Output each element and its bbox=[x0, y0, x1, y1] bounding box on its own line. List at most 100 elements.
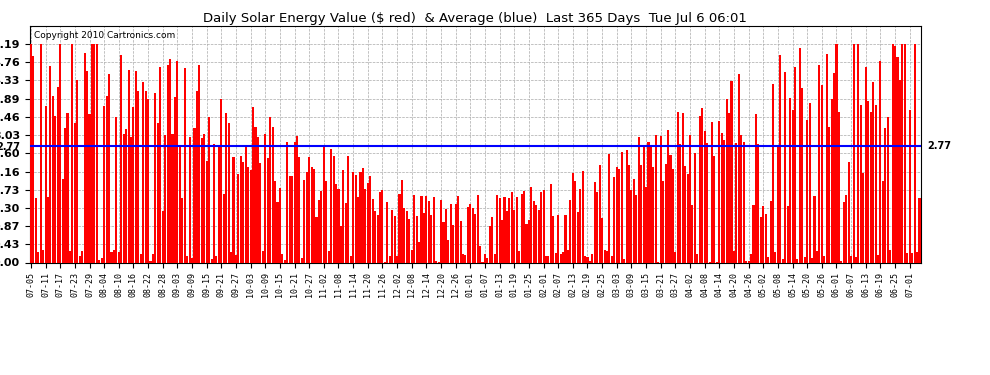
Bar bbox=[298, 157, 301, 262]
Bar bbox=[499, 198, 501, 262]
Bar bbox=[838, 112, 840, 262]
Bar bbox=[301, 258, 303, 262]
Bar bbox=[159, 67, 161, 262]
Bar bbox=[649, 147, 652, 262]
Bar bbox=[140, 254, 142, 262]
Bar bbox=[469, 204, 471, 262]
Bar bbox=[821, 86, 823, 262]
Bar bbox=[814, 196, 816, 262]
Bar bbox=[594, 182, 596, 262]
Bar bbox=[43, 250, 45, 262]
Bar bbox=[335, 184, 337, 262]
Bar bbox=[723, 140, 726, 262]
Bar bbox=[628, 165, 630, 262]
Bar bbox=[74, 123, 76, 262]
Bar bbox=[694, 153, 696, 262]
Bar bbox=[286, 142, 288, 262]
Bar bbox=[601, 218, 603, 262]
Bar bbox=[528, 220, 530, 262]
Bar bbox=[589, 261, 591, 262]
Bar bbox=[118, 252, 120, 262]
Bar bbox=[804, 257, 806, 262]
Bar bbox=[233, 157, 235, 262]
Bar bbox=[691, 205, 693, 262]
Bar bbox=[599, 165, 601, 262]
Bar bbox=[40, 44, 42, 262]
Bar bbox=[762, 206, 764, 262]
Bar bbox=[819, 65, 821, 262]
Bar bbox=[842, 201, 844, 262]
Bar bbox=[882, 182, 884, 262]
Bar bbox=[145, 91, 147, 262]
Bar bbox=[93, 44, 95, 262]
Bar bbox=[326, 181, 328, 262]
Bar bbox=[738, 74, 740, 262]
Bar bbox=[777, 147, 779, 262]
Bar bbox=[836, 44, 838, 262]
Bar bbox=[88, 114, 90, 262]
Bar bbox=[889, 250, 891, 262]
Bar bbox=[584, 256, 586, 262]
Bar bbox=[418, 242, 420, 262]
Bar bbox=[887, 117, 889, 262]
Bar bbox=[645, 187, 647, 262]
Bar bbox=[906, 253, 908, 262]
Bar bbox=[323, 145, 325, 262]
Bar bbox=[171, 135, 173, 262]
Bar bbox=[847, 162, 849, 262]
Bar bbox=[101, 258, 103, 262]
Bar bbox=[452, 225, 454, 262]
Bar bbox=[874, 105, 876, 262]
Bar bbox=[174, 98, 176, 262]
Bar bbox=[181, 198, 183, 262]
Bar bbox=[774, 252, 776, 262]
Bar bbox=[577, 212, 579, 262]
Bar bbox=[362, 168, 364, 262]
Bar bbox=[701, 108, 703, 262]
Bar bbox=[386, 202, 388, 262]
Bar bbox=[494, 254, 496, 262]
Bar bbox=[516, 197, 518, 262]
Bar bbox=[736, 144, 738, 262]
Bar bbox=[806, 120, 808, 262]
Bar bbox=[228, 123, 230, 262]
Bar bbox=[201, 138, 203, 262]
Bar bbox=[911, 253, 913, 262]
Bar bbox=[486, 258, 488, 262]
Bar bbox=[108, 74, 110, 262]
Bar bbox=[686, 174, 689, 262]
Bar bbox=[96, 44, 98, 262]
Bar bbox=[449, 204, 451, 262]
Bar bbox=[443, 222, 445, 262]
Bar bbox=[919, 198, 921, 262]
Bar bbox=[864, 67, 867, 262]
Bar bbox=[306, 172, 308, 262]
Bar bbox=[801, 88, 803, 262]
Bar bbox=[699, 116, 701, 262]
Bar bbox=[396, 256, 398, 262]
Bar bbox=[289, 176, 291, 262]
Bar bbox=[897, 57, 899, 262]
Bar bbox=[271, 127, 273, 262]
Bar bbox=[596, 192, 598, 262]
Bar bbox=[909, 110, 911, 262]
Bar bbox=[364, 189, 366, 262]
Bar bbox=[757, 144, 759, 262]
Bar bbox=[243, 162, 245, 262]
Bar bbox=[293, 142, 296, 262]
Bar bbox=[559, 254, 561, 262]
Bar bbox=[135, 70, 137, 262]
Bar bbox=[328, 251, 330, 262]
Bar bbox=[679, 144, 681, 262]
Bar bbox=[638, 138, 640, 262]
Bar bbox=[359, 172, 361, 262]
Bar bbox=[750, 254, 752, 262]
Bar bbox=[249, 170, 251, 262]
Bar bbox=[862, 173, 864, 262]
Bar bbox=[841, 261, 842, 262]
Bar bbox=[433, 197, 435, 262]
Bar bbox=[618, 170, 621, 262]
Bar bbox=[855, 258, 857, 262]
Bar bbox=[445, 209, 446, 262]
Bar bbox=[426, 196, 428, 262]
